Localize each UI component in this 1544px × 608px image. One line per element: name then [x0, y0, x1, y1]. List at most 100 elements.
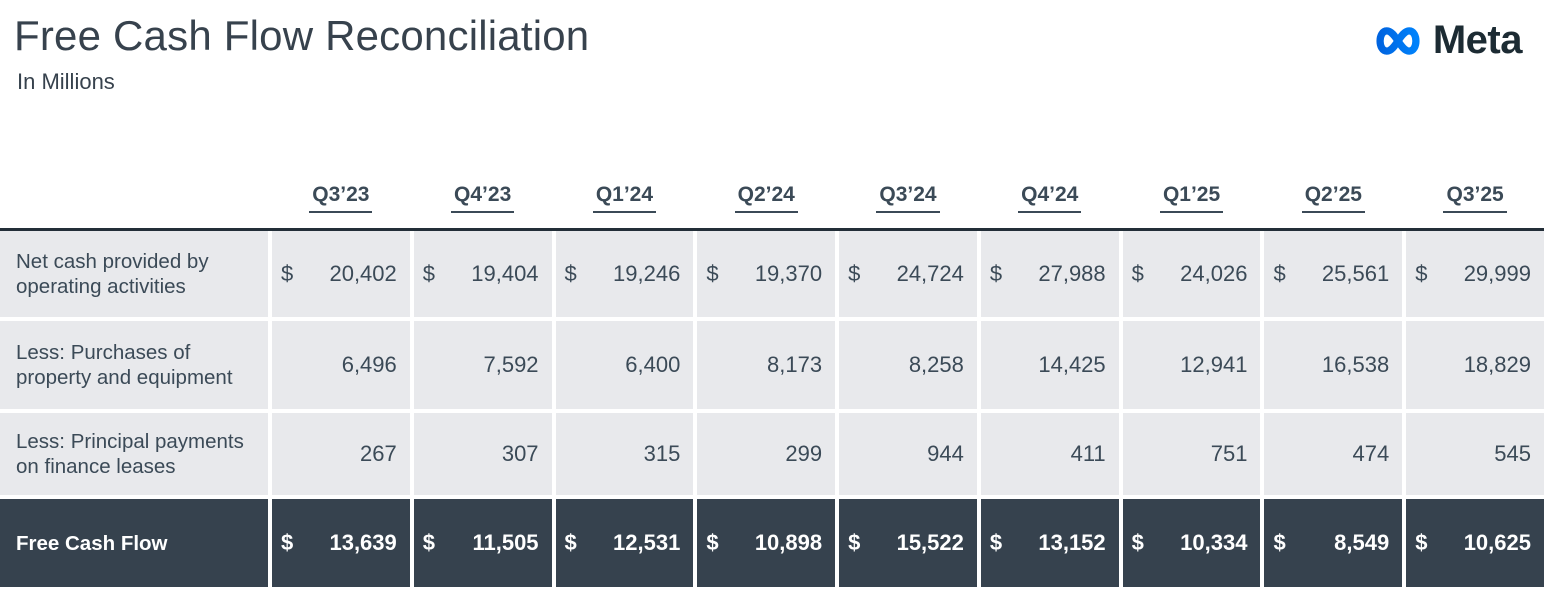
- value: 8,173: [767, 352, 823, 378]
- column-header-label: Q3’23: [309, 183, 373, 214]
- dollar-sign: $: [422, 530, 436, 556]
- value: 7,592: [483, 352, 539, 378]
- value-cell: 474: [1264, 413, 1403, 496]
- value-cell: 8,173: [697, 321, 836, 410]
- column-header-q3-23: Q3’23: [272, 183, 410, 214]
- value: 27,988: [1038, 261, 1106, 287]
- value: 11,505: [472, 530, 539, 556]
- column-header-label: Q2’25: [1301, 183, 1365, 214]
- column-header-q1-25: Q1’25: [1123, 183, 1261, 214]
- value: 19,370: [754, 261, 823, 287]
- meta-wordmark: Meta: [1432, 18, 1523, 62]
- page-subtitle: In Millions: [17, 69, 115, 95]
- value: 6,400: [625, 352, 681, 378]
- dollar-sign: $: [1415, 530, 1428, 556]
- column-header-q4-24: Q4’24: [981, 183, 1119, 214]
- quarter-header-row: Q3’23 Q4’23 Q1’24 Q2’24 Q3’24 Q4’24 Q1’25 Q2’25…: [0, 183, 1544, 214]
- value-cell: 8,258: [839, 321, 977, 410]
- dollar-sign: $: [281, 530, 294, 556]
- dollar-sign: $: [1131, 530, 1144, 556]
- value: 6,496: [341, 352, 397, 378]
- value: 299: [785, 441, 823, 467]
- value: 8,549: [1334, 530, 1390, 556]
- value-cell: $10,625: [1406, 499, 1544, 588]
- column-header-q1-24: Q1’24: [556, 183, 694, 214]
- dollar-sign: $: [706, 261, 719, 287]
- value-cell: 18,829: [1406, 321, 1544, 410]
- value-cell: $15,522: [839, 499, 977, 588]
- value-cell: 545: [1406, 413, 1544, 496]
- value-cell: 12,941: [1122, 321, 1261, 410]
- value: 307: [501, 441, 539, 467]
- value-cell: $24,724: [839, 231, 977, 318]
- value-cell: 267: [272, 413, 410, 496]
- value-cell: 751: [1122, 413, 1261, 496]
- value: 12,531: [613, 530, 681, 556]
- dollar-sign: $: [848, 261, 861, 287]
- value: 25,561: [1321, 261, 1390, 287]
- value-cell: $19,246: [555, 231, 694, 318]
- row-label-less-purchases-of-property-and-equipment: Less: Purchases of property and equipmen…: [0, 321, 268, 410]
- column-header-label: Q4’24: [1018, 183, 1082, 214]
- value-cell: 7,592: [413, 321, 552, 410]
- dollar-sign: $: [564, 261, 577, 287]
- value-cell: 14,425: [980, 321, 1119, 410]
- value: 8,258: [908, 352, 964, 378]
- value: 315: [643, 441, 681, 467]
- value: 411: [1070, 441, 1106, 467]
- page-title: Free Cash Flow Reconciliation: [14, 12, 590, 59]
- value-cell: $29,999: [1406, 231, 1544, 318]
- value: 10,898: [754, 530, 823, 556]
- value: 24,724: [896, 261, 964, 287]
- dollar-sign: $: [989, 261, 1003, 287]
- value-cell: 411: [980, 413, 1119, 496]
- value-cell: $19,404: [413, 231, 552, 318]
- dollar-sign: $: [1131, 261, 1144, 287]
- value-cell: $27,988: [980, 231, 1119, 318]
- value-cell: $25,561: [1264, 231, 1403, 318]
- dollar-sign: $: [1415, 261, 1428, 287]
- column-header-q3-24: Q3’24: [839, 183, 977, 214]
- column-header-q2-24: Q2’24: [697, 183, 835, 214]
- row-label-less-principal-payments-on-finance-lease: Less: Principal payments on finance leas…: [0, 413, 268, 496]
- value: 18,829: [1463, 352, 1531, 378]
- value: 267: [360, 441, 397, 467]
- header: Free Cash Flow Reconciliation In Million…: [0, 0, 1544, 95]
- value: 13,639: [329, 530, 397, 556]
- dollar-sign: $: [422, 261, 436, 287]
- column-header-label: Q3’24: [876, 183, 940, 214]
- column-header-q3-25: Q3’25: [1406, 183, 1544, 214]
- dollar-sign: $: [989, 530, 1003, 556]
- dollar-sign: $: [848, 530, 861, 556]
- column-header-q2-25: Q2’25: [1264, 183, 1402, 214]
- value: 29,999: [1463, 261, 1531, 287]
- column-header-label: Q1’24: [592, 183, 657, 214]
- value-cell: $10,898: [697, 499, 836, 588]
- value-cell: 6,400: [555, 321, 694, 410]
- value: 20,402: [329, 261, 397, 287]
- value-cell: 6,496: [272, 321, 410, 410]
- value-cell: $11,505: [413, 499, 552, 588]
- value-cell: $20,402: [272, 231, 410, 318]
- quarter-header-spacer: [0, 183, 268, 213]
- dollar-sign: $: [564, 530, 577, 556]
- dollar-sign: $: [1273, 530, 1286, 556]
- value: 10,625: [1463, 530, 1531, 556]
- value-cell: $10,334: [1122, 499, 1261, 588]
- value: 13,152: [1038, 530, 1106, 556]
- dollar-sign: $: [1273, 261, 1286, 287]
- value-cell: 299: [697, 413, 836, 496]
- value-cell: 16,538: [1264, 321, 1403, 410]
- value-cell: 944: [839, 413, 977, 496]
- value-cell: 315: [555, 413, 694, 496]
- value: 944: [927, 441, 964, 467]
- value: 751: [1210, 441, 1248, 467]
- value: 10,334: [1180, 530, 1248, 556]
- value-cell: 307: [413, 413, 552, 496]
- value-cell: $12,531: [555, 499, 694, 588]
- free-cash-flow-table: Net cash provided by operating activitie…: [0, 228, 1544, 588]
- title-block: Free Cash Flow Reconciliation In Million…: [14, 12, 589, 95]
- dollar-sign: $: [706, 530, 719, 556]
- value: 474: [1352, 441, 1390, 467]
